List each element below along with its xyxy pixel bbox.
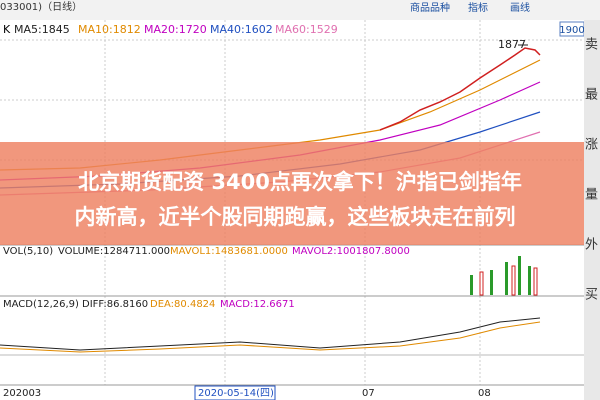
time-label: 202003	[3, 388, 41, 399]
time-cursor	[194, 385, 276, 400]
ma-label: MA40:1602	[210, 23, 273, 36]
volume-bars	[479, 265, 538, 296]
panel-label: MACD(12,26,9)	[3, 299, 79, 310]
time-label: 07	[362, 388, 375, 399]
time-label: 2020-05-14(四)	[198, 388, 274, 399]
peak-label: 1877	[498, 38, 526, 51]
ma-label: MA20:1720	[144, 23, 207, 36]
headline: 内新高，近半个股同期跑赢，这些板块走在前列	[75, 205, 516, 229]
ma-label: MA5:1845	[14, 23, 70, 36]
menu-item[interactable]: 画线	[510, 1, 530, 14]
code: 033001)（日线）	[0, 0, 82, 13]
panel-label: VOL(5,10)	[3, 246, 53, 257]
side-label: 买	[585, 288, 598, 303]
ma-label: MA10:1812	[78, 23, 141, 36]
side-label: 卖	[585, 38, 598, 53]
vol-item: MAVOL1:1483681.0000	[170, 246, 288, 257]
vol-item: VOLUME:1284711.000	[58, 246, 170, 257]
side-label: 最	[585, 88, 598, 103]
side-label: 量	[585, 188, 598, 203]
price-line	[379, 47, 541, 131]
macd-item: DEA:80.4824	[150, 299, 215, 310]
panel-label: K	[3, 23, 11, 36]
price-box-text: 1900	[559, 25, 584, 36]
top-bar	[0, 0, 600, 20]
menu-item[interactable]: 指标	[468, 1, 488, 14]
side-label: 外	[585, 238, 598, 253]
headline: 北京期货配资 3400点再次拿下！沪指已剑指年	[78, 170, 522, 194]
vol-item: MAVOL2:1001807.8000	[292, 246, 410, 257]
menu-item[interactable]: 商品品种	[410, 1, 450, 14]
macd-item: MACD:12.6671	[220, 299, 295, 310]
side-panel	[584, 20, 600, 400]
volume-bars	[470, 256, 531, 295]
macd-item: DIFF:86.8160	[82, 299, 148, 310]
side-label: 涨	[585, 138, 598, 153]
diff-line	[0, 317, 541, 351]
dea-line	[0, 321, 541, 353]
headline-banner	[0, 142, 584, 245]
time-label: 08	[478, 388, 491, 399]
ma-label: MA60:1529	[275, 23, 338, 36]
